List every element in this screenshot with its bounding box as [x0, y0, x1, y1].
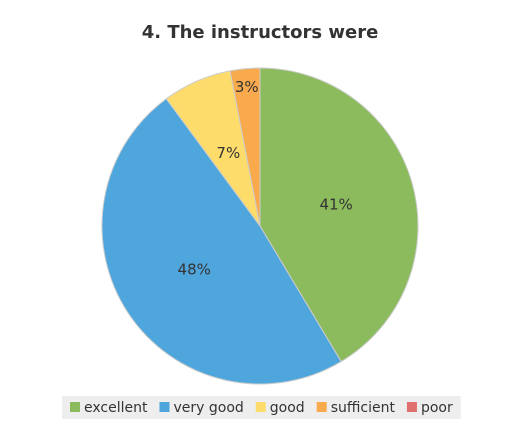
legend-label: poor — [421, 400, 453, 416]
legend: excellent very good good sufficient poor — [62, 396, 461, 419]
legend-label: very good — [173, 400, 243, 416]
data-label: 7% — [216, 144, 240, 162]
legend-swatch — [159, 402, 170, 412]
legend-swatch — [316, 402, 327, 412]
data-label: 48% — [178, 260, 211, 278]
legend-label: excellent — [84, 400, 148, 416]
pie-slice — [101, 98, 342, 385]
pie-slice — [259, 67, 419, 363]
data-label: 41% — [319, 195, 352, 213]
chart-title: 4. The instructors were — [142, 22, 379, 43]
legend-swatch — [70, 402, 80, 412]
legend-swatch — [255, 402, 266, 412]
legend-label: sufficient — [331, 400, 396, 416]
legend-swatch — [406, 402, 417, 412]
legend-label: good — [270, 400, 305, 416]
data-label: 3% — [235, 78, 259, 96]
